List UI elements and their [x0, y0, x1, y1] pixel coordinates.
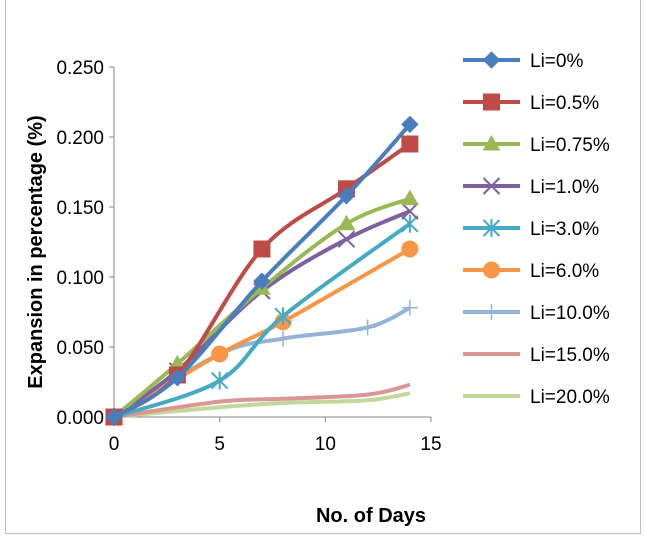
legend-marker [483, 304, 500, 320]
data-point [275, 330, 292, 347]
legend-label: Li=6.0% [530, 261, 599, 282]
legend-label: Li=0.5% [530, 93, 599, 114]
data-point [337, 230, 356, 248]
legend: Li=0% Li=0.5% Li=0.75% Li=1.0% Li=3.0% Li=6.0… [463, 51, 610, 408]
y-axis-label: Expansion in percentage (%) [25, 115, 47, 388]
legend-item: Li=3.0% [463, 219, 599, 240]
data-point [401, 202, 419, 220]
series-line [113, 391, 411, 419]
data-point [401, 299, 418, 316]
data-point [274, 307, 292, 326]
y-tick-label: 0.100 [56, 268, 104, 289]
data-point [105, 408, 123, 426]
legend-label: Li=20.0% [530, 387, 610, 408]
x-tick-label: 5 [214, 434, 225, 455]
data-point [401, 214, 419, 233]
y-tick-label: 0.250 [56, 58, 104, 79]
legend-item: Li=10.0% [463, 303, 610, 324]
legend-item: Li=0% [463, 51, 583, 72]
legend-marker [482, 51, 501, 69]
series-Li=20.0% [113, 391, 411, 419]
legend-item: Li=0.5% [463, 93, 599, 114]
data-point [337, 214, 356, 231]
legend-label: Li=0.75% [530, 135, 610, 156]
data-point [401, 189, 419, 206]
legend-marker [482, 219, 501, 237]
legend-item: Li=6.0% [463, 261, 599, 282]
legend-item: Li=20.0% [463, 387, 610, 408]
y-tick-label: 0.000 [56, 408, 104, 429]
data-point [210, 371, 229, 390]
axes: 0.000 0.050 0.100 0.150 0.200 0.250 0 5 10 15 [56, 58, 441, 455]
data-point [359, 319, 376, 336]
data-point [253, 272, 271, 290]
y-tick-label: 0.200 [56, 128, 104, 149]
legend-label: Li=15.0% [530, 345, 610, 366]
legend-item: Li=0.75% [463, 134, 610, 156]
series-line [113, 382, 411, 419]
x-tick-label: 0 [109, 434, 120, 455]
data-point [401, 135, 419, 153]
data-point [401, 115, 419, 134]
x-axis-label: No. of Days [316, 505, 426, 527]
series-Li=0% [105, 115, 419, 426]
data-point [253, 240, 271, 258]
plot-area [105, 115, 419, 426]
legend-item: Li=15.0% [463, 345, 610, 366]
y-tick-label: 0.150 [56, 198, 104, 219]
chart-frame [5, 0, 641, 534]
data-point [211, 345, 229, 363]
legend-marker [483, 93, 500, 111]
series-Li=1.0% [105, 202, 419, 426]
legend-marker [482, 134, 501, 151]
legend-marker [482, 177, 501, 195]
legend-label: Li=0% [530, 51, 583, 72]
series-Li=15.0% [113, 382, 411, 419]
legend-marker [483, 261, 500, 279]
x-tick-label: 15 [420, 434, 441, 455]
series-line [113, 222, 412, 419]
legend-label: Li=10.0% [530, 303, 610, 324]
series-line [112, 123, 412, 419]
legend-label: Li=3.0% [530, 219, 599, 240]
data-point [337, 187, 356, 205]
data-point [401, 240, 419, 258]
y-tick-label: 0.050 [56, 338, 104, 359]
x-tick-label: 10 [315, 434, 336, 455]
legend-label: Li=1.0% [530, 177, 599, 198]
legend-item: Li=1.0% [463, 177, 599, 198]
data-point [168, 369, 187, 387]
